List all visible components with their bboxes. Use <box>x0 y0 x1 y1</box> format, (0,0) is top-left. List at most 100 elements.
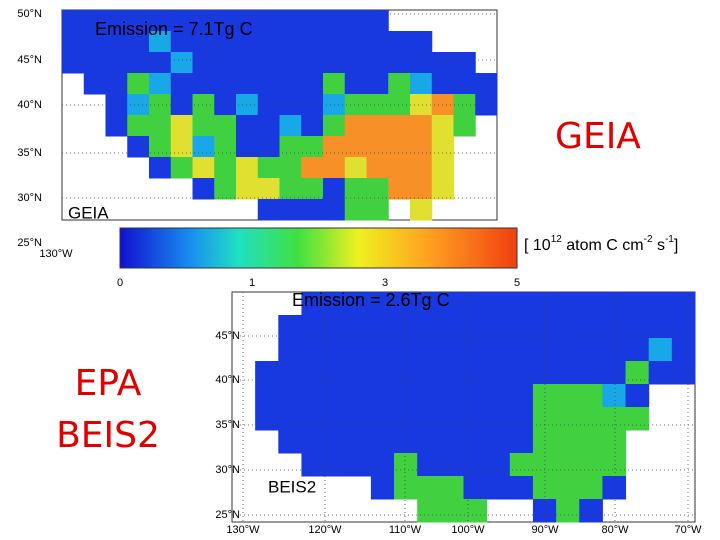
grid-cell <box>301 10 324 32</box>
grid-cell <box>388 73 411 95</box>
grid-cell <box>257 178 280 200</box>
grid-cell <box>370 338 395 362</box>
grid-cell <box>486 292 511 316</box>
grid-cell <box>453 94 476 116</box>
grid-cell <box>344 115 367 137</box>
grid-cell <box>532 430 557 454</box>
grid-cell <box>323 52 346 74</box>
grid-cell <box>440 384 464 408</box>
grid-cell <box>344 199 367 221</box>
grid-cell <box>625 315 650 339</box>
grid-cell <box>324 292 349 316</box>
grid-cell <box>556 338 580 362</box>
grid-cell <box>431 73 454 95</box>
grid-cell <box>301 136 324 158</box>
grid-cell <box>347 361 372 385</box>
map-title: Emission = 7.1Tg C <box>95 19 253 39</box>
grid-cell <box>410 31 433 53</box>
grid-cell <box>323 10 346 32</box>
grid-cell <box>532 315 557 339</box>
grid-cell <box>417 315 441 339</box>
grid-cell <box>324 361 349 385</box>
grid-cell <box>127 10 150 32</box>
grid-cell <box>602 384 627 408</box>
grid-cell <box>170 157 193 179</box>
lon-label: 130°W <box>226 524 260 536</box>
grid-cell <box>648 292 673 316</box>
grid-cell <box>388 136 411 158</box>
grid-cell <box>192 73 215 95</box>
grid-cell <box>463 384 488 408</box>
grid-cell <box>301 292 326 316</box>
grid-cell <box>347 292 372 316</box>
grid-cell <box>556 430 580 454</box>
lon-label: 110°W <box>389 524 422 536</box>
grid-cell <box>278 430 302 454</box>
grid-cell <box>556 407 580 431</box>
grid-cell <box>214 115 237 137</box>
grid-cell <box>602 476 627 500</box>
map-title: Emission = 2.6Tg C <box>292 290 450 310</box>
colorbar-tick: 0 <box>117 277 123 289</box>
grid-cell <box>105 10 128 32</box>
grid-cell <box>257 31 280 53</box>
grid-cell <box>463 453 488 477</box>
grid-cell <box>347 430 372 454</box>
lat-label: 40°N <box>215 374 240 386</box>
grid-cell <box>453 52 476 74</box>
grid-cell <box>347 453 372 477</box>
grid-cell <box>323 136 346 158</box>
grid-cell <box>602 407 627 431</box>
lat-label: 25°N <box>215 509 240 521</box>
grid-cell <box>410 199 433 221</box>
grid-cell <box>301 115 324 137</box>
grid-cell <box>149 157 172 179</box>
grid-cell <box>236 157 259 179</box>
grid-cell <box>257 73 280 95</box>
grid-cell <box>648 315 673 339</box>
grid-cell <box>62 52 85 74</box>
grid-cell <box>602 361 627 385</box>
grid-cell <box>192 136 215 158</box>
grid-cell <box>105 52 128 74</box>
grid-cell <box>388 52 411 74</box>
grid-cell <box>602 315 627 339</box>
grid-cell <box>344 10 367 32</box>
grid-cell <box>440 476 464 500</box>
grid-cell <box>625 338 650 362</box>
grid-cell <box>105 115 128 137</box>
grid-cell <box>440 315 464 339</box>
grid-cell <box>347 315 372 339</box>
grid-cell <box>279 115 302 137</box>
grid-cell <box>279 52 302 74</box>
grid-cell <box>149 94 172 116</box>
grid-cell <box>417 499 441 523</box>
side-label: EPA <box>75 363 142 404</box>
grid-cell <box>279 178 302 200</box>
grid-cell <box>532 476 557 500</box>
grid-cell <box>556 453 580 477</box>
grid-cell <box>532 499 557 523</box>
grid-cell <box>370 384 395 408</box>
grid-cell <box>394 338 418 362</box>
grid-cell <box>602 453 627 477</box>
grid-cell <box>463 315 488 339</box>
grid-cell <box>602 338 627 362</box>
grid-cell <box>257 136 280 158</box>
grid-cell <box>431 115 454 137</box>
grid-cell <box>509 407 534 431</box>
grid-cell <box>671 315 696 339</box>
grid-cell <box>394 361 418 385</box>
grid-cell <box>279 73 302 95</box>
grid-cell <box>440 361 464 385</box>
grid-cell <box>278 361 302 385</box>
grid-cell <box>62 31 85 53</box>
grid-cell <box>257 94 280 116</box>
grid-cell <box>301 94 324 116</box>
grid-cell <box>394 453 418 477</box>
geia-map <box>61 9 498 221</box>
map-label: GEIA <box>68 203 109 222</box>
grid-cell <box>192 10 215 32</box>
lon-label: 70°W <box>674 524 702 536</box>
grid-cell <box>366 10 389 32</box>
